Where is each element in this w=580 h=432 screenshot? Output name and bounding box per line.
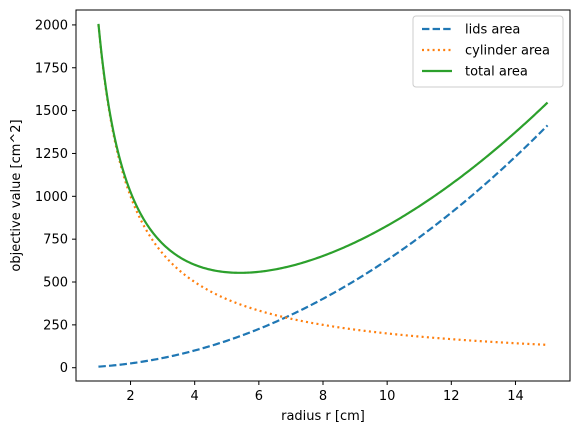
series-layer [97, 23, 549, 368]
y-tick-label: 1000 [35, 190, 68, 205]
axes-layer: 2 4 6 8 10 12 14 0 250 500 750 1000 1250 1500 1750 2000 [35, 9, 571, 404]
y-tick-label: 1750 [35, 61, 68, 76]
legend-label: cylinder area [465, 44, 550, 59]
x-tick-label: 8 [319, 389, 327, 404]
y-tick-label: 500 [43, 276, 68, 291]
x-tick-label: 12 [443, 389, 460, 404]
x-axis-label: radius r [cm] [281, 409, 365, 424]
x-tick-label: 10 [379, 389, 396, 404]
x-tick-label: 2 [126, 389, 134, 404]
y-tick-label: 1500 [35, 104, 68, 119]
y-tick-label: 1250 [35, 147, 68, 162]
y-tick-label: 250 [43, 318, 68, 333]
series-line-lids-area [98, 124, 549, 368]
x-tick-label: 14 [507, 389, 524, 404]
legend: lids area cylinder area total area [412, 15, 564, 88]
x-tick-label: 4 [191, 389, 199, 404]
legend-box [412, 15, 564, 88]
legend-label: lids area [465, 23, 520, 38]
y-tick-label: 2000 [35, 18, 68, 33]
series-line-total-area [97, 23, 549, 274]
x-tick-label: 6 [255, 389, 263, 404]
legend-label: total area [465, 65, 528, 80]
y-tick-label: 750 [43, 233, 68, 248]
y-axis-label: objective value [cm^2] [9, 119, 24, 271]
y-tick-label: 0 [60, 361, 68, 376]
series-line-cylinder-area [97, 24, 548, 346]
